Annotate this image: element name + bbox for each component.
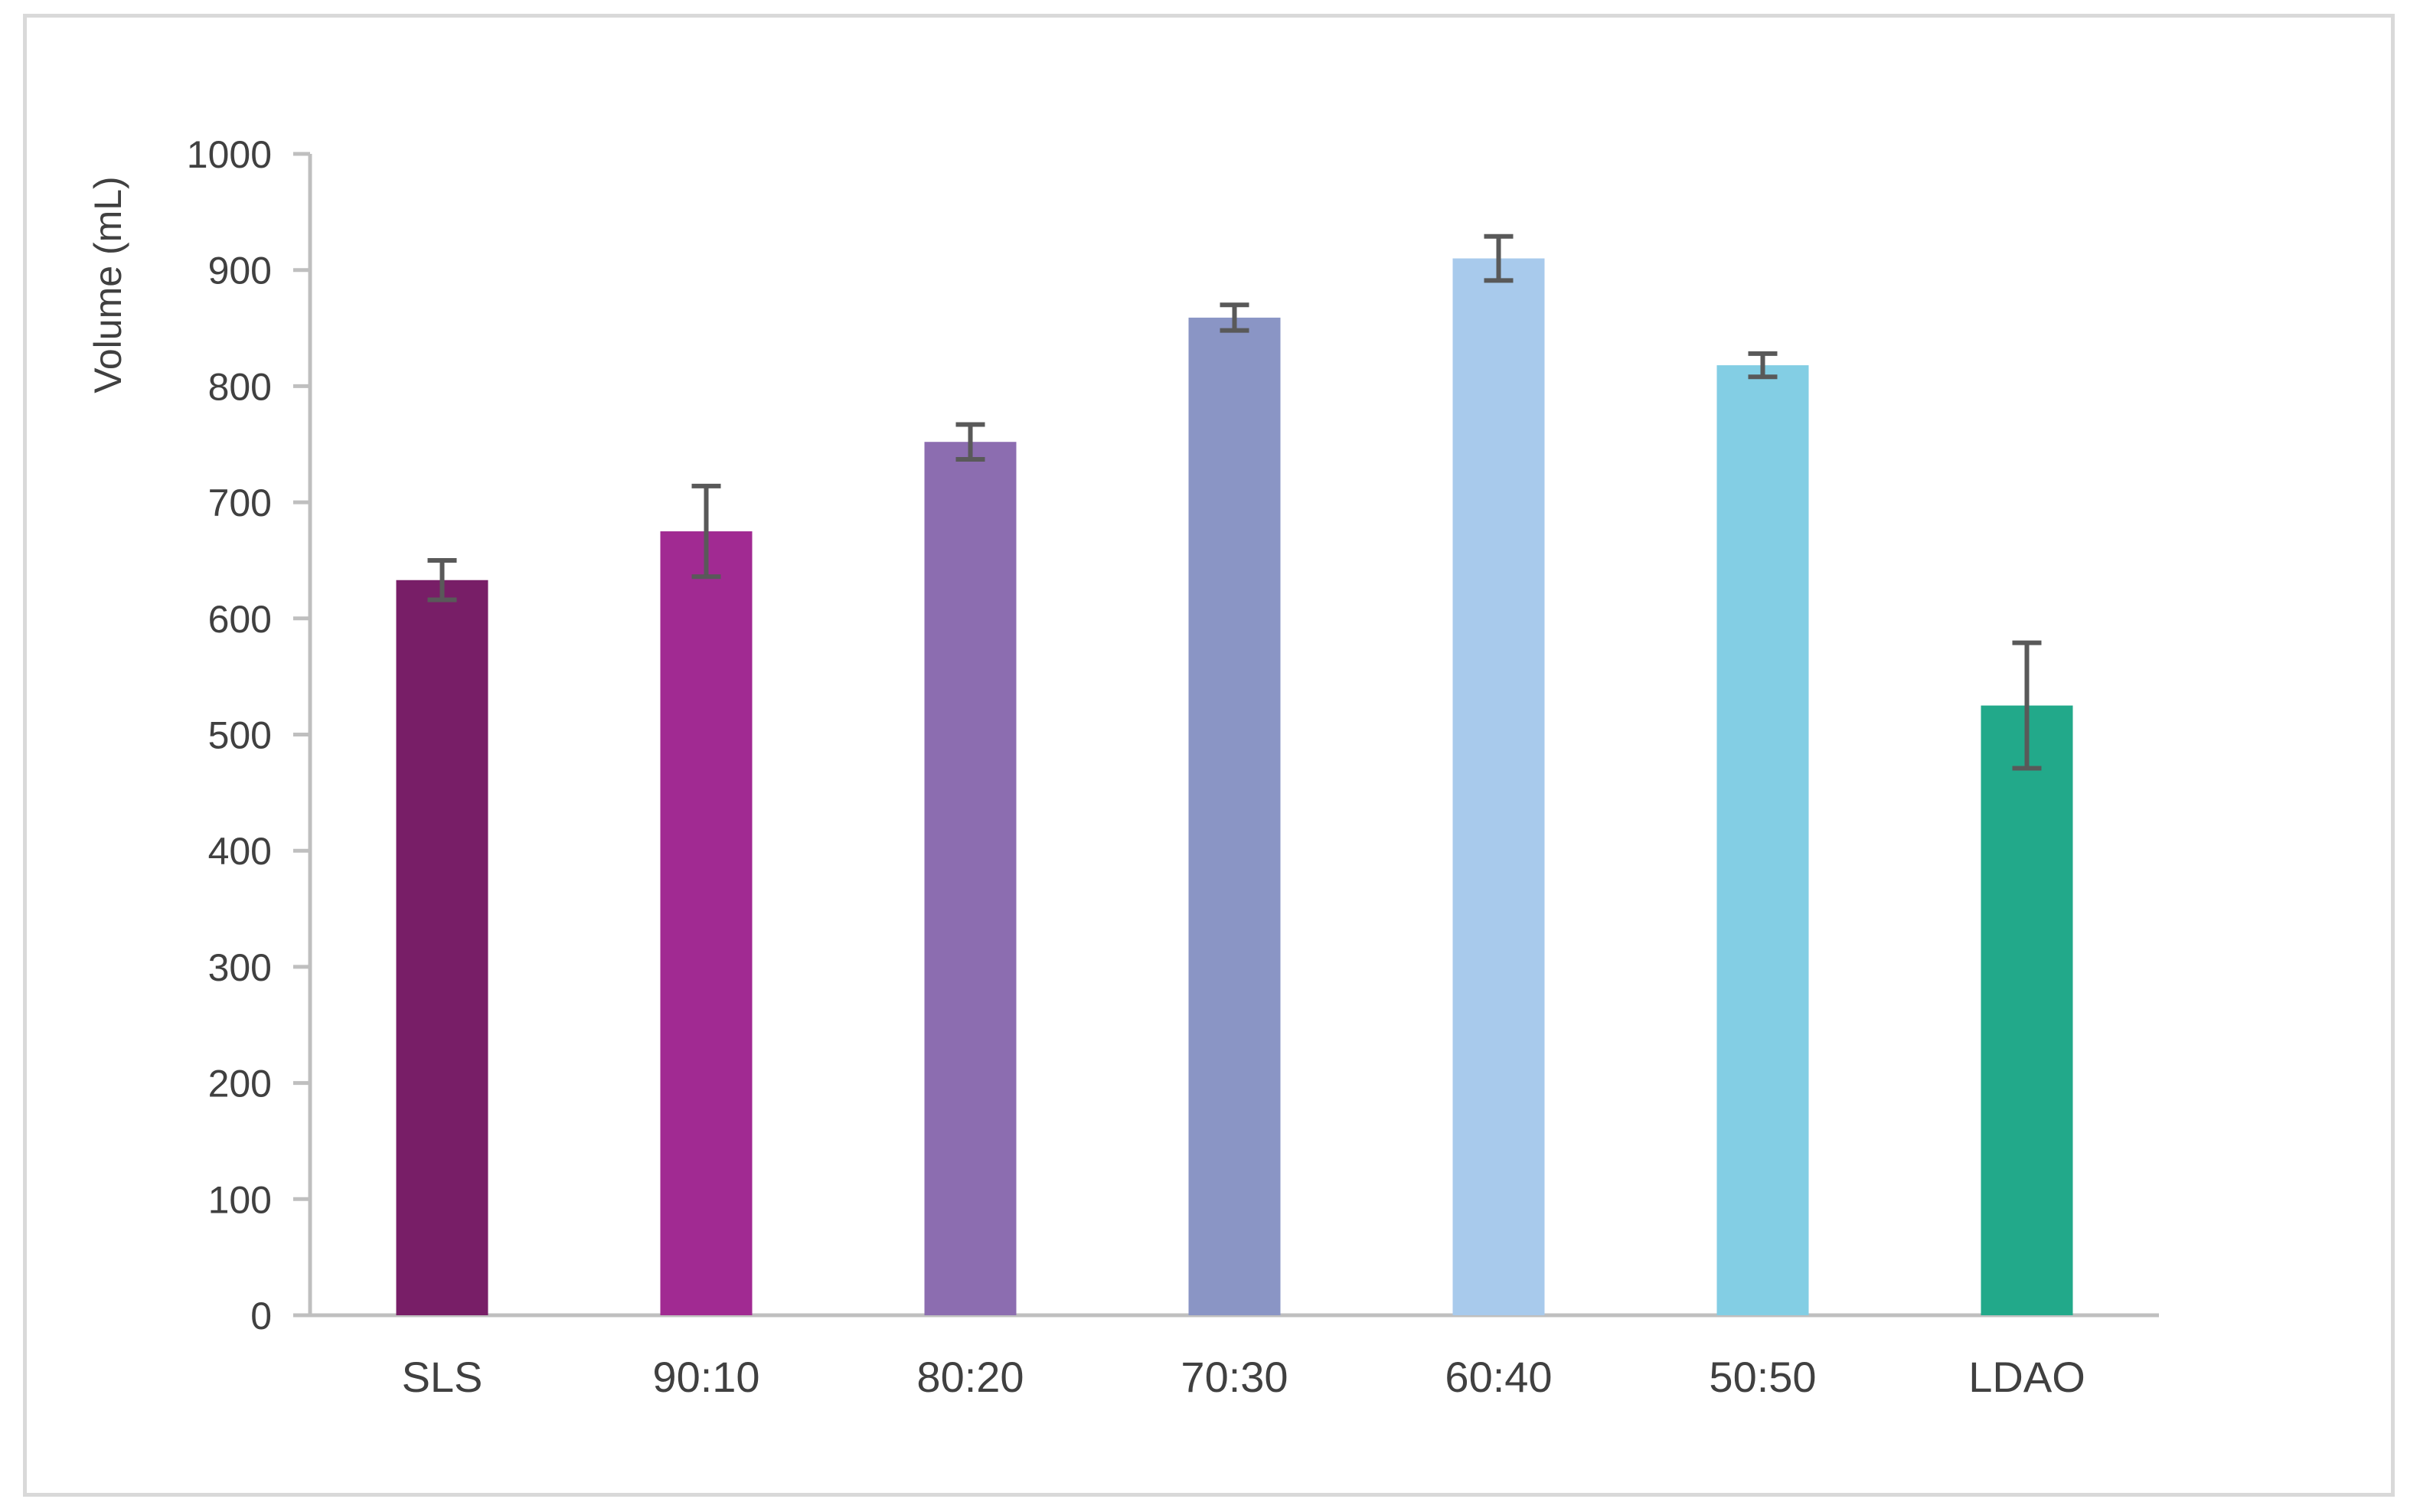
bars (396, 258, 2073, 1316)
error-bar (2012, 640, 2042, 771)
error-bar (691, 483, 721, 580)
error-bar (955, 422, 985, 462)
y-axis-title: Volume (mL) (87, 176, 129, 393)
bar-50-50 (1716, 365, 1809, 1315)
y-tick-label: 400 (208, 830, 272, 873)
x-tick-label: 60:40 (1445, 1353, 1552, 1401)
x-tick-label: SLS (402, 1353, 483, 1401)
y-tick-label: 1000 (187, 133, 272, 176)
error-bars (427, 233, 2042, 771)
y-tick-label: 0 (250, 1295, 272, 1337)
bar-ldao (1981, 705, 2073, 1315)
y-tick-label: 500 (208, 714, 272, 757)
bar-60-40 (1452, 258, 1545, 1315)
error-bar (1484, 233, 1514, 283)
y-tick-label: 600 (208, 598, 272, 641)
y-tick-label: 700 (208, 482, 272, 524)
x-tick-label: 50:50 (1709, 1353, 1816, 1401)
y-tick-label: 900 (208, 250, 272, 292)
error-bar (1220, 302, 1249, 333)
x-tick-label: LDAO (1968, 1353, 2085, 1401)
bar-80-20 (924, 442, 1017, 1315)
bar-70-30 (1188, 317, 1281, 1316)
bar-90-10 (660, 531, 753, 1315)
y-tick-label: 100 (208, 1178, 272, 1221)
bar-sls (396, 580, 488, 1315)
x-tick-label: 80:20 (916, 1353, 1024, 1401)
error-bar (1748, 351, 1778, 380)
axis-labels: 0 100 200 300 400 500 600 700 800 900 1000 SLS 90:10… (187, 133, 2085, 1401)
y-tick-label: 200 (208, 1063, 272, 1105)
y-tick-label: 800 (208, 365, 272, 408)
x-tick-label: 70:30 (1181, 1353, 1288, 1401)
x-tick-label: 90:10 (652, 1353, 759, 1401)
y-tick-label: 300 (208, 946, 272, 989)
error-bar (427, 557, 457, 603)
